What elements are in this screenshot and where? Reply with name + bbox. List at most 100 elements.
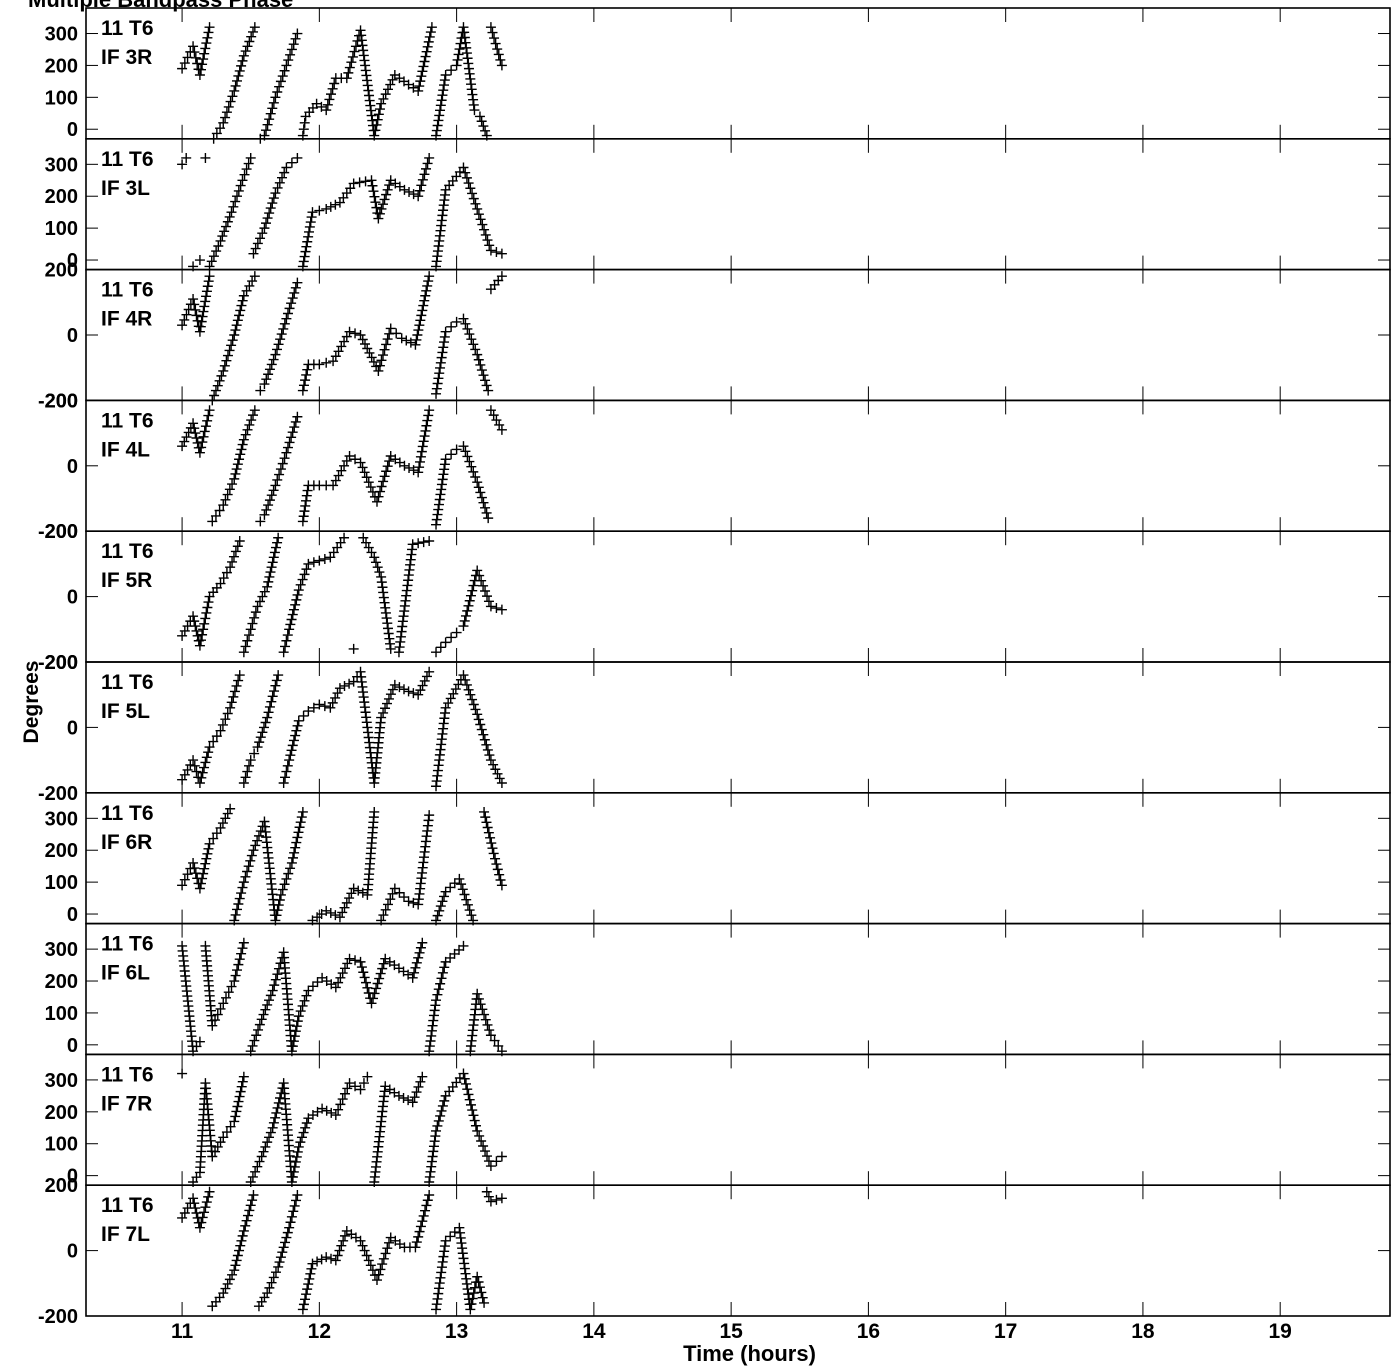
data-point [426,22,437,33]
data-point [439,337,450,348]
data-point [494,869,505,880]
data-point [301,241,312,252]
data-point [368,186,379,197]
data-point [237,1230,248,1241]
data-point [423,36,434,47]
data-point [272,1102,283,1113]
data-point [237,1076,248,1087]
data-point [291,1151,302,1162]
data-point [289,1031,300,1042]
data-point [484,1025,495,1036]
data-point [379,471,390,482]
data-point [319,553,330,564]
data-point [329,78,340,89]
data-point [295,817,306,828]
data-point [232,541,243,552]
data-point [419,169,430,180]
data-point [264,208,275,219]
panel-frame [85,530,1391,663]
data-point [201,38,212,49]
panel-2: 0 100 200 300 11 T6 IF 3L [45,138,1391,272]
data-point [218,1288,229,1299]
data-point [413,952,424,963]
data-point [321,105,332,116]
data-point [279,879,290,890]
data-point [262,999,273,1010]
data-point [326,1107,337,1118]
data-point [362,343,373,354]
data-point [297,516,308,527]
data-point [479,734,490,745]
data-point [354,177,365,188]
data-point [282,760,293,771]
data-point [198,624,209,635]
data-point [270,542,281,553]
data-point [417,680,428,691]
data-point [208,833,219,844]
data-point [466,1299,477,1310]
data-point [196,316,207,327]
data-point [264,1282,275,1293]
data-point [492,44,503,55]
data-point [197,873,208,884]
data-point [241,164,252,175]
data-point [260,717,271,728]
data-point [293,585,304,596]
data-point [300,375,311,386]
data-point [420,1205,431,1216]
data-point [435,1110,446,1121]
data-point [445,693,456,704]
data-point [371,202,382,213]
data-point [289,847,300,858]
data-point [284,755,295,766]
data-point [316,1254,327,1265]
data-point [484,240,495,251]
data-point [341,73,352,84]
data-point [414,81,425,92]
data-point [435,489,446,500]
data-point [230,80,241,91]
data-point [478,580,489,591]
data-point [344,326,355,337]
data-point [489,33,500,44]
panel-6: -200 0 200 11 T6 IF 5L [38,652,1391,805]
data-point [250,1166,261,1177]
data-point [287,293,298,304]
panel-frame [85,7,1391,140]
data-point [202,602,213,613]
data-point [413,1231,424,1242]
data-point [203,1191,214,1202]
data-point [214,375,225,386]
y-tick-label: 200 [45,652,78,674]
y-tick-label: 200 [45,840,78,862]
data-point [383,693,394,704]
data-point [206,256,217,267]
data-point [228,551,239,562]
data-point [231,464,242,475]
data-point [469,105,480,116]
data-point [256,1151,267,1162]
data-point [355,956,366,967]
data-point [222,1278,233,1289]
data-point [293,715,304,726]
data-point [227,335,238,346]
data-point [487,27,498,38]
data-point [199,301,210,312]
data-point [220,813,231,824]
data-point [417,441,428,452]
data-point [419,295,430,306]
data-point [466,334,477,345]
data-point [278,1242,289,1253]
data-point [344,953,355,964]
data-point [299,569,310,580]
data-point [477,219,488,230]
panel-label-baseline: 11 T6 [101,540,154,563]
data-point [408,897,419,908]
data-point [363,477,374,488]
data-point [357,334,368,345]
data-point [409,1092,420,1103]
y-tick-label: 100 [45,1003,78,1025]
data-point [380,89,391,100]
data-point [271,675,282,686]
data-point [463,684,474,695]
